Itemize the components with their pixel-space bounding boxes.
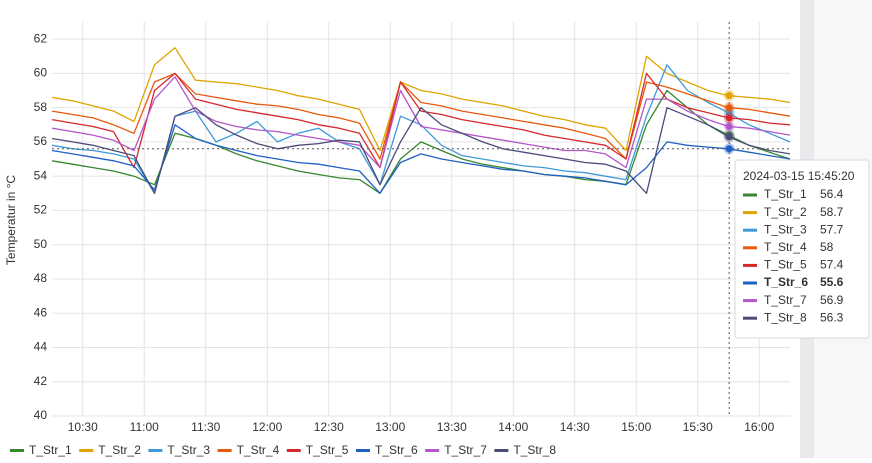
legend-label[interactable]: T_Str_5 <box>306 443 349 457</box>
x-tick-label: 14:00 <box>498 420 528 434</box>
series-line <box>51 89 791 194</box>
legend-swatch <box>79 449 94 452</box>
x-tick-label: 15:00 <box>621 420 651 434</box>
tooltip-value: 56.9 <box>820 293 844 307</box>
tooltip-series-name: T_Str_2 <box>764 205 807 219</box>
tooltip-swatch <box>743 211 757 215</box>
tooltip-swatch <box>743 316 757 320</box>
legend-label[interactable]: T_Str_6 <box>375 443 418 457</box>
tooltip-swatch <box>743 263 757 267</box>
hover-point <box>723 120 735 132</box>
x-tick-label: 11:30 <box>191 420 220 434</box>
tooltip-series-name: T_Str_8 <box>764 310 807 324</box>
x-tick-label: 13:30 <box>437 420 467 434</box>
tooltip-series-name: T_Str_6 <box>764 275 808 289</box>
tooltip-value: 57.7 <box>820 222 844 236</box>
tooltip-series-name: T_Str_4 <box>764 240 807 254</box>
legend-label[interactable]: T_Str_4 <box>237 443 280 457</box>
grid: 40 42 44 46 48 50 52 54 56 58 60 62 10:30 11:00 11:30 1… <box>34 22 790 434</box>
series-line <box>51 47 791 152</box>
tooltip-series-name: T_Str_5 <box>764 258 807 272</box>
y-tick-label: 42 <box>34 374 48 388</box>
x-tick-label: 12:00 <box>252 420 282 434</box>
tooltip-swatch <box>743 228 757 232</box>
legend-swatch <box>356 449 370 452</box>
tooltip-value: 57.4 <box>820 258 844 272</box>
x-tick-label: 10:30 <box>68 420 98 434</box>
tooltip-box <box>734 159 870 339</box>
y-tick-label: 56 <box>34 134 48 148</box>
legend: T_Str_1 T_Str_2 T_Str_3 T_Str_4 T_Str_5 T_Str… <box>10 443 556 457</box>
y-tick-label: 54 <box>34 168 48 182</box>
lines <box>51 47 791 194</box>
series-line <box>51 124 791 194</box>
legend-swatch <box>494 449 509 452</box>
y-tick-label: 60 <box>34 66 48 80</box>
series-line <box>51 76 791 169</box>
hover-point <box>723 112 735 124</box>
legend-label[interactable]: T_Str_3 <box>167 443 210 457</box>
tooltip-value: 55.6 <box>820 275 844 289</box>
x-tick-label: 15:30 <box>683 420 713 434</box>
tooltip-swatch <box>743 281 757 285</box>
legend-swatch <box>148 449 163 452</box>
tooltip-value: 58 <box>820 240 834 254</box>
hover <box>52 22 790 416</box>
legend-label[interactable]: T_Str_8 <box>513 443 556 457</box>
hover-point <box>723 102 735 114</box>
tooltip-value: 56.4 <box>820 187 844 201</box>
legend-swatch <box>286 449 301 452</box>
x-tick-label: 11:00 <box>130 420 159 434</box>
hover-point <box>723 131 735 143</box>
series-line <box>51 107 791 194</box>
tooltip-series-name: T_Str_3 <box>764 222 807 236</box>
tooltip-series-name: T_Str_1 <box>764 187 807 201</box>
tooltip-swatch <box>743 299 757 303</box>
tooltip-title: 2024-03-15 15:45:20 <box>743 169 855 183</box>
y-tick-label: 58 <box>34 100 48 114</box>
y-tick-label: 40 <box>34 408 48 422</box>
y-tick-label: 50 <box>34 237 48 251</box>
y-tick-label: 62 <box>34 31 48 45</box>
tooltip-series-name: T_Str_7 <box>764 293 807 307</box>
hover-point <box>723 90 735 102</box>
y-tick-label: 44 <box>34 340 48 354</box>
tooltip-value: 58.7 <box>820 205 844 219</box>
tooltip-value: 56.3 <box>820 310 844 324</box>
x-tick-label: 12:30 <box>314 420 344 434</box>
y-tick-label: 46 <box>34 305 48 319</box>
legend-swatch <box>217 449 232 452</box>
y-tick-label: 52 <box>34 203 48 217</box>
tooltip-swatch <box>743 246 757 250</box>
series-line <box>51 72 791 160</box>
y-tick-label: 48 <box>34 271 48 285</box>
tooltip: 2024-03-15 15:45:20 T_Str_1 56.4 T_Str_2 58.… <box>734 159 870 339</box>
tooltip-swatch <box>743 193 757 197</box>
legend-label[interactable]: T_Str_1 <box>29 443 72 457</box>
x-tick-label: 14:30 <box>560 420 590 434</box>
x-tick-label: 13:00 <box>375 420 405 434</box>
legend-swatch <box>10 449 24 452</box>
legend-label[interactable]: T_Str_2 <box>98 443 141 457</box>
legend-swatch <box>425 449 440 452</box>
x-tick-label: 16:00 <box>744 420 774 434</box>
legend-label[interactable]: T_Str_7 <box>444 443 487 457</box>
y-axis-label: Temperatur in °C <box>4 175 18 265</box>
hover-point <box>723 143 735 155</box>
